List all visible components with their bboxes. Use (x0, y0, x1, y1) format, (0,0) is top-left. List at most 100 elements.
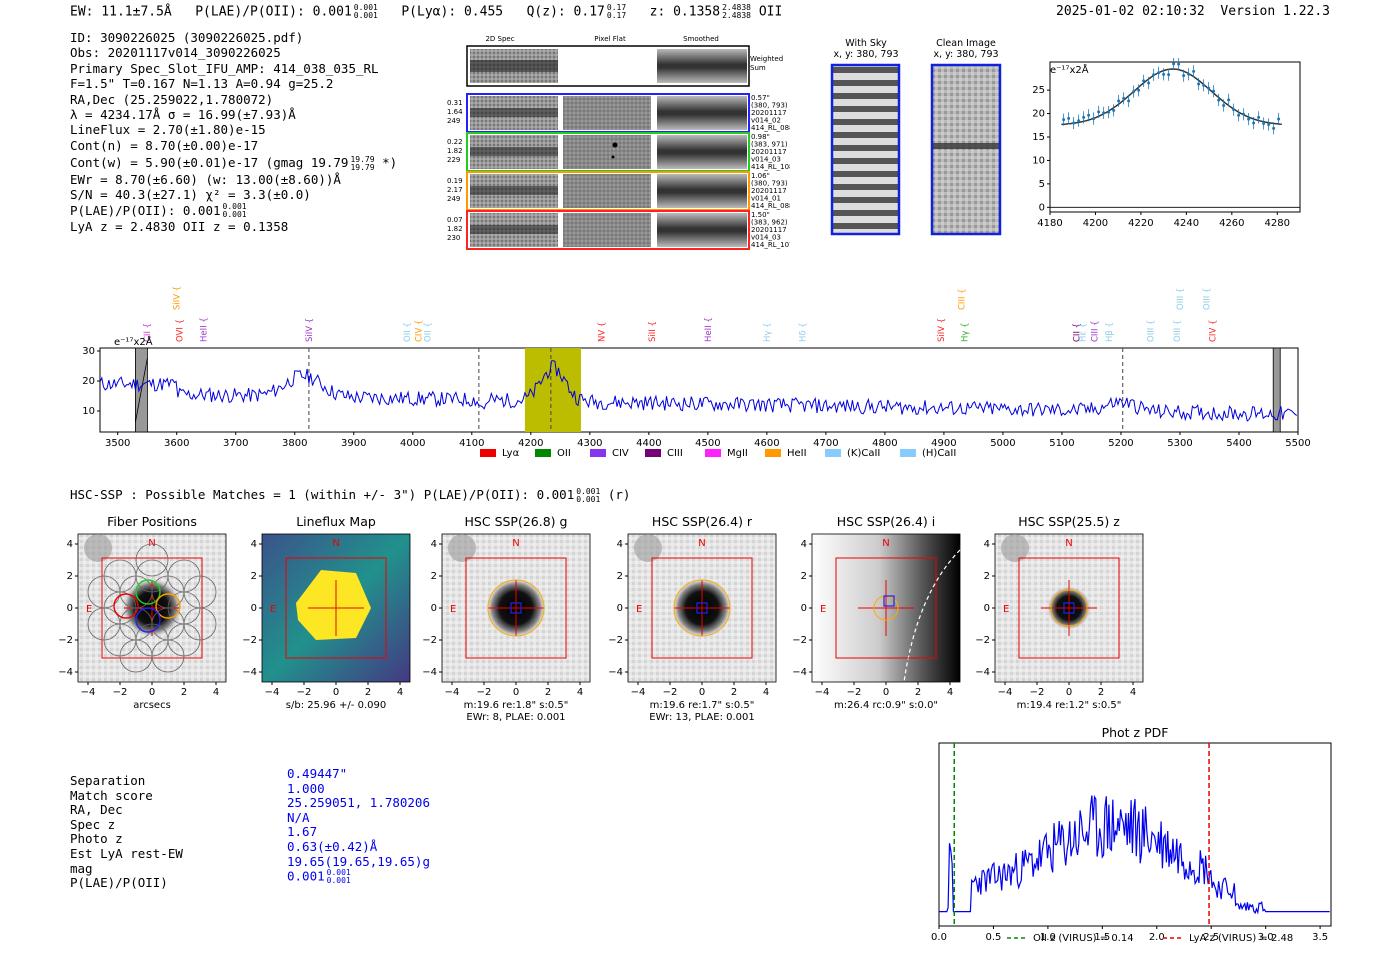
info-plae: P(LAE)/P(OII): 0.001 0.001 0.001 (70, 203, 397, 220)
header-timestamp-version: 2025-01-02 02:10:32 Version 1.22.3 (1056, 4, 1330, 19)
hsc-ytick-label: 0 (251, 603, 257, 614)
spec-row-meta: 414_RL_088 (751, 124, 790, 132)
hsc-ytick-label: 0 (67, 603, 73, 614)
emission-line-label: CIII { (958, 288, 968, 310)
zoom-xtick-label: 4220 (1128, 218, 1153, 229)
hsc-ytick-label: 2 (431, 571, 437, 582)
header-plae-sup: 0.001 (353, 3, 378, 12)
hsc-xtick-label: −2 (1030, 687, 1045, 698)
ellipse-fit (487, 579, 545, 637)
header-z-sub: 2.4838 (722, 11, 751, 20)
legend-swatch (590, 449, 606, 457)
hsc-panel-title: Fiber Positions (107, 514, 197, 529)
clean-image (930, 63, 1002, 236)
hsc-xtick-label: 2 (1098, 687, 1104, 698)
spectrum-xtick-label: 4300 (577, 438, 602, 449)
spec-row-2dspec-band (470, 225, 558, 234)
hsc-xtick-label: 2 (731, 687, 737, 698)
zoom-ytick-label: 10 (1032, 155, 1045, 166)
header-summary: EW: 11.1±7.5Å P(LAE)/P(OII): 0.001 0.001 0… (70, 4, 782, 20)
spec-row-smoothed (657, 135, 747, 169)
sky-images (830, 63, 1002, 236)
zoom-point (1172, 62, 1176, 66)
zoom-point (1272, 126, 1276, 130)
header-z-sup: 2.4838 (722, 3, 751, 12)
emission-line-label: SiII { (648, 321, 658, 342)
spec-row-meta: v014_03 (751, 156, 781, 164)
info-contw-text: Cont(w) = 5.90(±0.01)e-17 (gmag 19.79 (70, 155, 349, 171)
detection-info: ID: 3090226025 (3090226025.pdf) Obs: 202… (70, 30, 397, 234)
hsc-ytick-label: 4 (984, 539, 990, 550)
hsc-ytick-label: 4 (251, 539, 257, 550)
spectrum-xtick-label: 4800 (872, 438, 897, 449)
spectrum-mask-right (1272, 347, 1281, 433)
info-sn: S/N = 40.3(±27.1) χ² = 3.3(±0.0) (70, 187, 311, 203)
blue-marker (1063, 602, 1075, 614)
hsc-panel-title: HSC SSP(26.8) g (465, 514, 568, 529)
match-value: 25.259051, 1.780206 (287, 795, 430, 811)
zoom-ytick-label: 5 (1039, 179, 1045, 190)
spectrum-xtick-label: 5400 (1226, 438, 1251, 449)
info-radec: RA,Dec (25.259022,1.780072) (70, 91, 274, 107)
emission-line-label: OIII { (1146, 320, 1156, 342)
photz-frame (938, 742, 1332, 927)
hsc-xtick-label: 2 (365, 687, 371, 698)
emission-line-label: CII { (1073, 323, 1083, 342)
spec-row-meta: 414_RL_088 (751, 202, 790, 210)
spec-row-pixelflat (563, 213, 651, 247)
weighted-smoothed (657, 49, 747, 83)
spec-row-meta: 20201117 (751, 226, 787, 234)
weighted-2dspec-band (470, 60, 558, 72)
zoom-point (1132, 90, 1136, 94)
match-label: Photo z (70, 831, 123, 847)
north-label: N (882, 538, 889, 549)
info-lya: LyA z = 2.4830 OII z = 0.1358 (70, 219, 289, 235)
hsc-title: HSC-SSP : Possible Matches = 1 (within +… (70, 487, 630, 504)
zoom-ytick-label: 25 (1032, 85, 1045, 96)
with-sky-title: With Sky x, y: 380, 793 (830, 38, 902, 60)
zoom-ytick-label: 15 (1032, 132, 1045, 143)
hsc-xtick-label: −4 (81, 687, 96, 698)
spec-row-stat: 2.17 (447, 186, 463, 194)
blue-marker (883, 595, 895, 607)
legend-swatch (705, 449, 721, 457)
spec-row-meta: 20201117 (751, 148, 787, 156)
spec-row-meta: 0.98" (751, 133, 770, 141)
emission-line-label: CIII { (1090, 320, 1100, 342)
hsc-caption: m:26.4 rc:0.9" s:0.0" (834, 700, 938, 711)
hsc-ytick-label: −4 (608, 667, 623, 678)
timestamp: 2025-01-02 02:10:32 (1056, 4, 1205, 19)
hsc-xtick-label: 0 (1066, 687, 1072, 698)
spectrum-xtick-label: 4700 (813, 438, 838, 449)
spec-row-meta: (380, 793) (751, 102, 788, 110)
spectrum-ytick-label: 30 (82, 346, 95, 357)
header-z: z: 0.1358 (649, 4, 721, 20)
spec-row-meta: (380, 793) (751, 180, 788, 188)
zoom-point (1082, 115, 1086, 119)
hsc-xtick-label: −4 (998, 687, 1013, 698)
spectrum-xtick-label: 4900 (931, 438, 956, 449)
east-label: E (270, 604, 276, 615)
zoom-point (1152, 73, 1156, 77)
weighted-label-2: Sum (750, 64, 766, 72)
east-label: E (820, 604, 826, 615)
spec-row-stat: 0.31 (447, 99, 463, 107)
zoom-point (1142, 79, 1146, 83)
match-value: 0.49447" (287, 766, 348, 781)
hsc-xtick-label: 0 (883, 687, 889, 698)
match-label: RA, Dec (70, 802, 123, 818)
legend-label: Lyα (502, 448, 520, 459)
neighbor-source (1001, 534, 1029, 562)
photz-title: Phot z PDF (1102, 725, 1169, 740)
spec-row-2dspec-band (470, 108, 558, 117)
zoom-xtick-label: 4260 (1219, 218, 1244, 229)
hsc-xtick-label: −4 (445, 687, 460, 698)
zoom-point (1167, 73, 1171, 77)
photz-xtick-label: 3.5 (1312, 932, 1328, 943)
hsc-caption: m:19.4 re:1.2" s:0.5" (1017, 700, 1122, 711)
spec-row-stat: 249 (447, 195, 460, 203)
zoom-xtick-label: 4200 (1083, 218, 1108, 229)
zoom-ytick-label: 20 (1032, 109, 1045, 120)
zoom-point (1202, 83, 1206, 87)
spectrum-xtick-label: 5300 (1167, 438, 1192, 449)
